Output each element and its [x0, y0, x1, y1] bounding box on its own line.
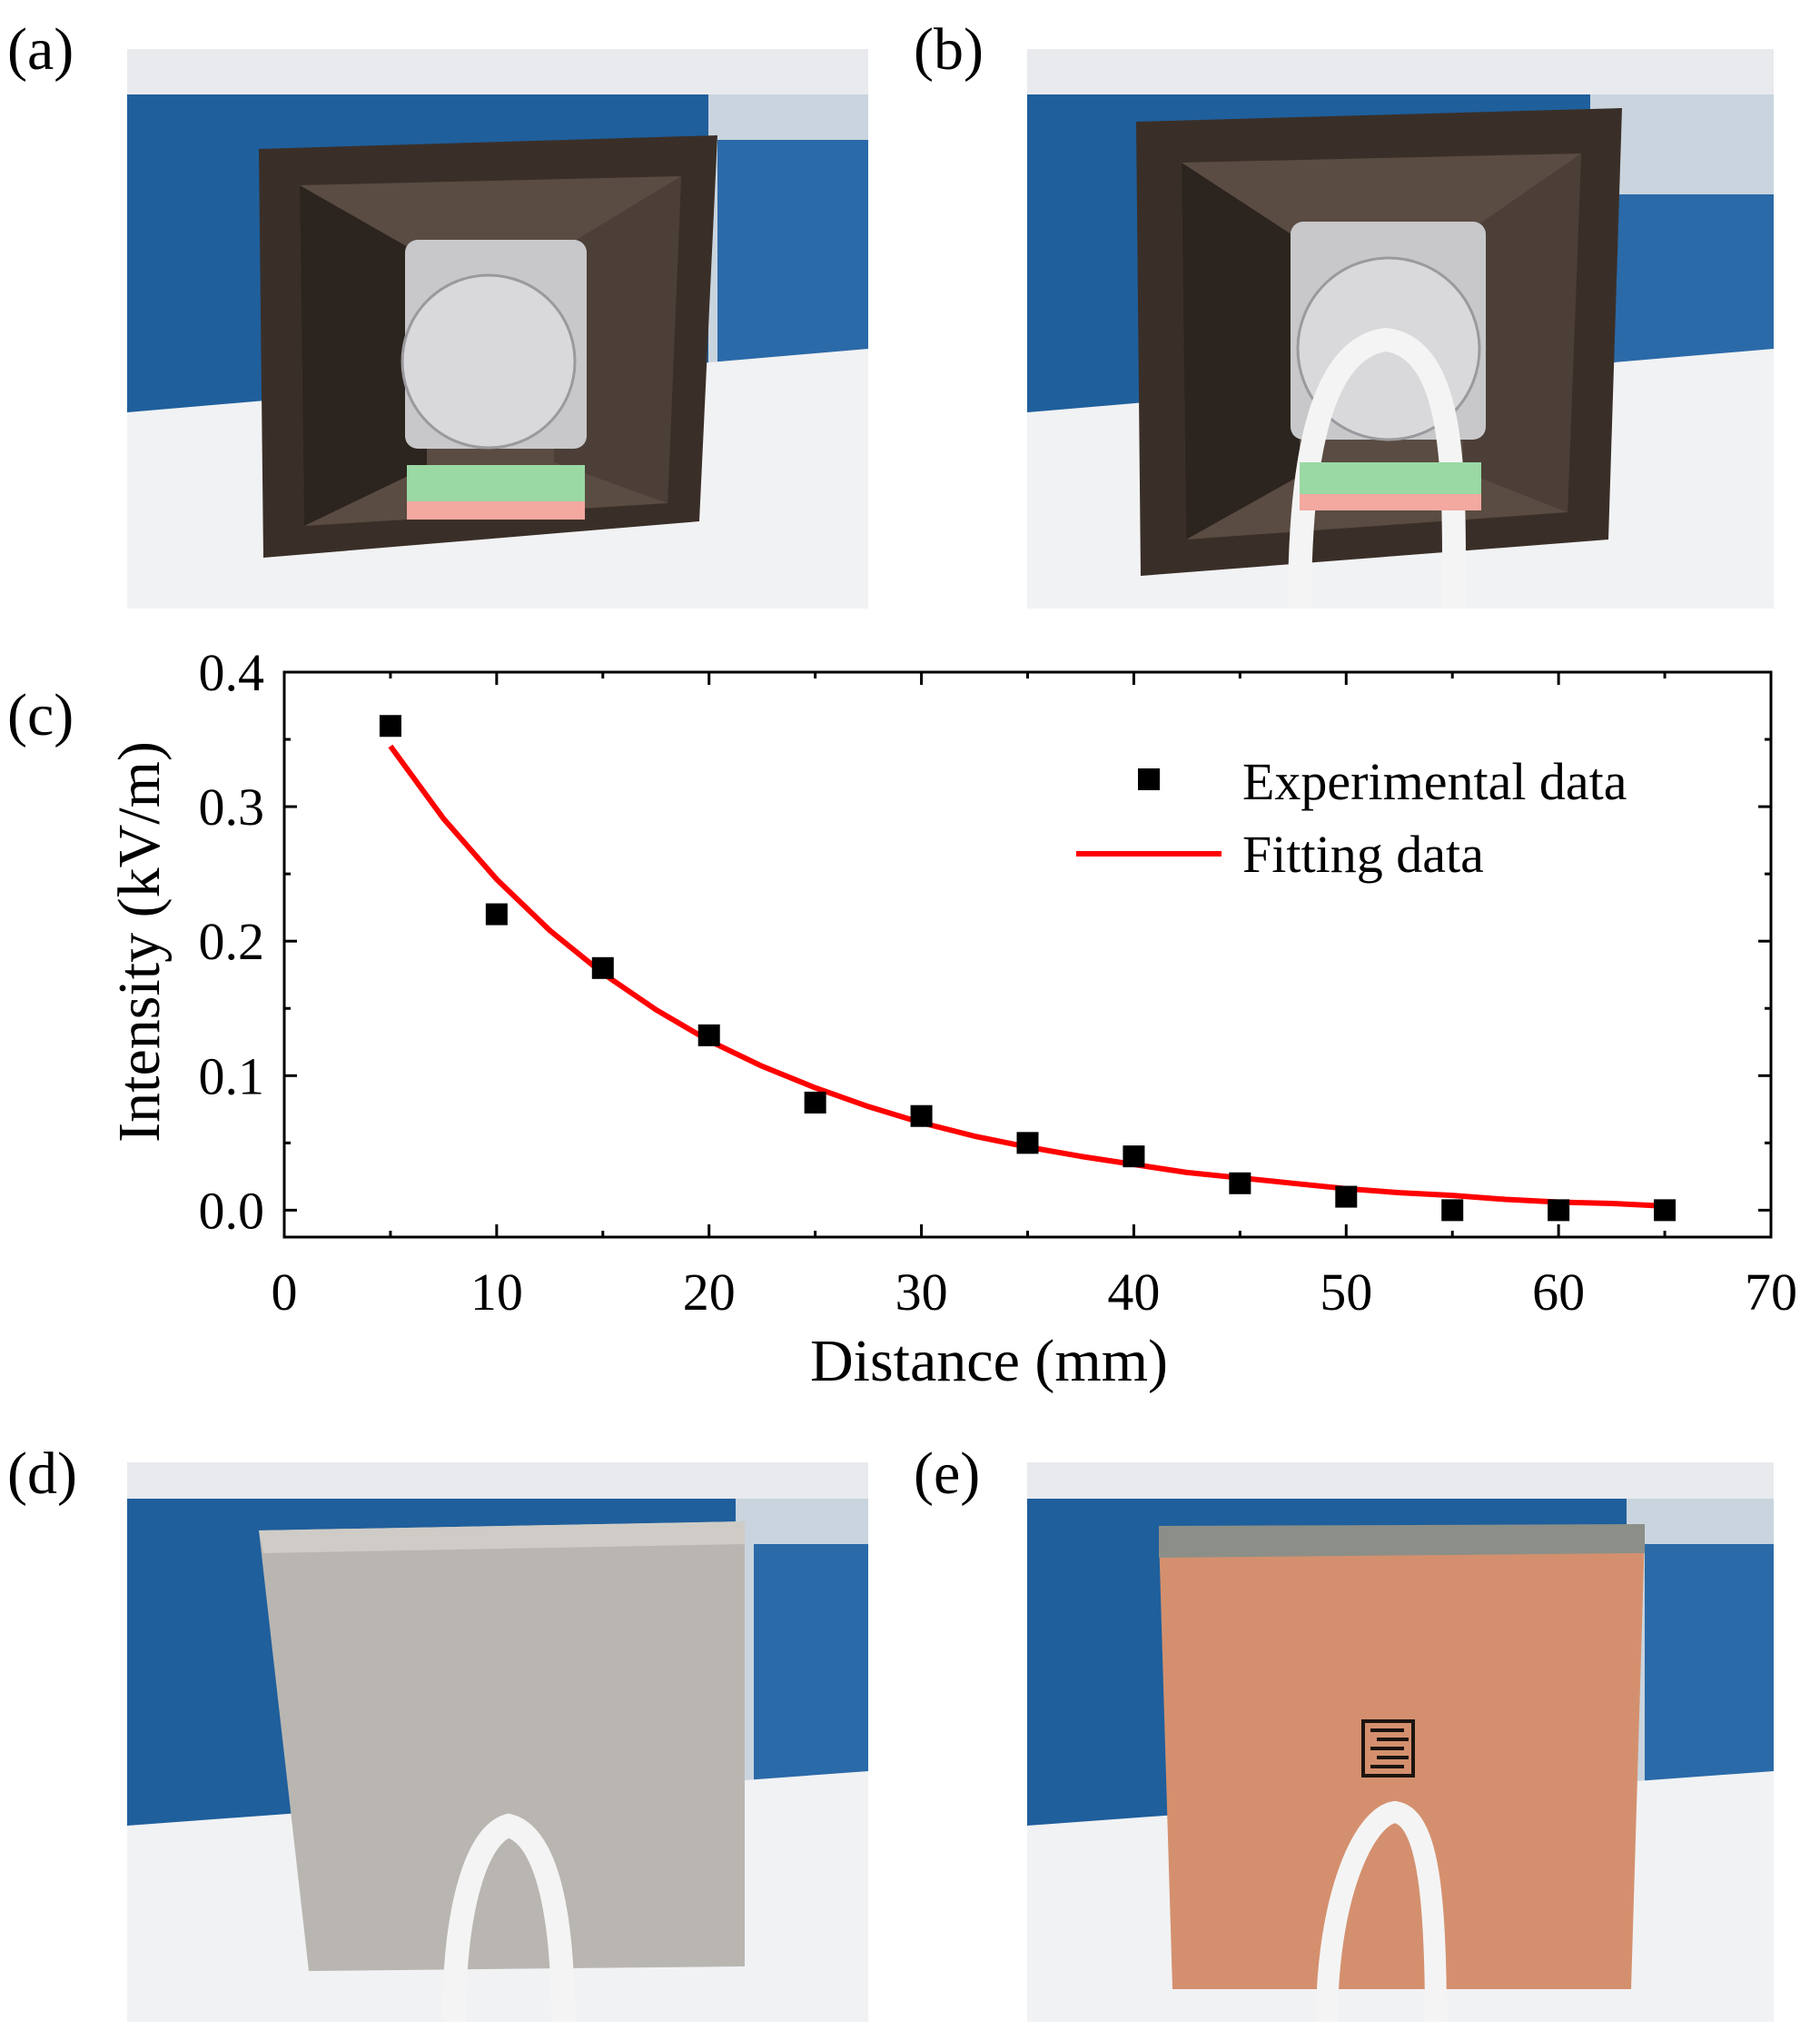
x-axis-label: Distance (mm): [810, 1328, 1168, 1394]
closed-steel-box-with-tube-photo-icon: [127, 1462, 868, 2022]
data-point: [1441, 1199, 1464, 1222]
data-point: [1229, 1172, 1251, 1194]
closed-copper-box-with-electrode-and-tube-photo-icon: [1027, 1462, 1774, 2022]
legend-marker-experimental: [1138, 768, 1160, 790]
y-tick-label: 0.0: [199, 1181, 265, 1240]
data-point: [697, 1024, 720, 1046]
x-tick-label: 30: [895, 1263, 948, 1322]
x-tick-label: 50: [1320, 1263, 1372, 1322]
y-tick-label: 0.2: [199, 912, 265, 971]
intensity-vs-distance-chart: 0 10 20 30 40 50 60 70 0.0 0.1 0.2 0.3 0.4 Experimen…: [106, 643, 1797, 1394]
data-point: [1123, 1145, 1145, 1168]
photo-b: [1027, 49, 1774, 609]
data-point: [591, 956, 614, 979]
data-point: [804, 1091, 826, 1114]
data-point: [1548, 1199, 1570, 1222]
open-metal-box-with-sensor-photo-icon: [127, 49, 868, 609]
x-tick-label: 40: [1107, 1263, 1160, 1322]
data-point: [1654, 1199, 1677, 1222]
data-point: [379, 715, 401, 738]
x-tick-label: 70: [1745, 1263, 1797, 1322]
x-tick-label: 10: [470, 1263, 523, 1322]
data-point: [1335, 1185, 1358, 1208]
x-tick-label: 20: [683, 1263, 736, 1322]
panel-label-c: (c): [7, 682, 74, 748]
legend-label-experimental: Experimental data: [1242, 752, 1627, 811]
y-tick-label: 0.1: [199, 1046, 265, 1105]
panel-label-e: (e): [914, 1441, 981, 1507]
legend-label-fitting: Fitting data: [1242, 825, 1484, 884]
x-tick-label: 60: [1532, 1263, 1585, 1322]
photo-e: [1027, 1462, 1774, 2022]
x-tick-label: 0: [272, 1263, 298, 1322]
panel-label-d: (d): [7, 1441, 77, 1507]
data-point: [485, 903, 508, 926]
y-tick-label: 0.3: [199, 777, 265, 837]
open-metal-box-with-sensor-and-tube-photo-icon: [1027, 49, 1774, 609]
y-axis-label: Intensity (kV/m): [106, 741, 173, 1143]
data-point: [910, 1104, 933, 1127]
y-tick-label: 0.4: [199, 643, 265, 702]
panel-label-b: (b): [914, 16, 984, 83]
data-point: [1016, 1132, 1039, 1154]
panel-label-a: (a): [7, 16, 74, 83]
photo-d: [127, 1462, 868, 2022]
photo-a: [127, 49, 868, 609]
